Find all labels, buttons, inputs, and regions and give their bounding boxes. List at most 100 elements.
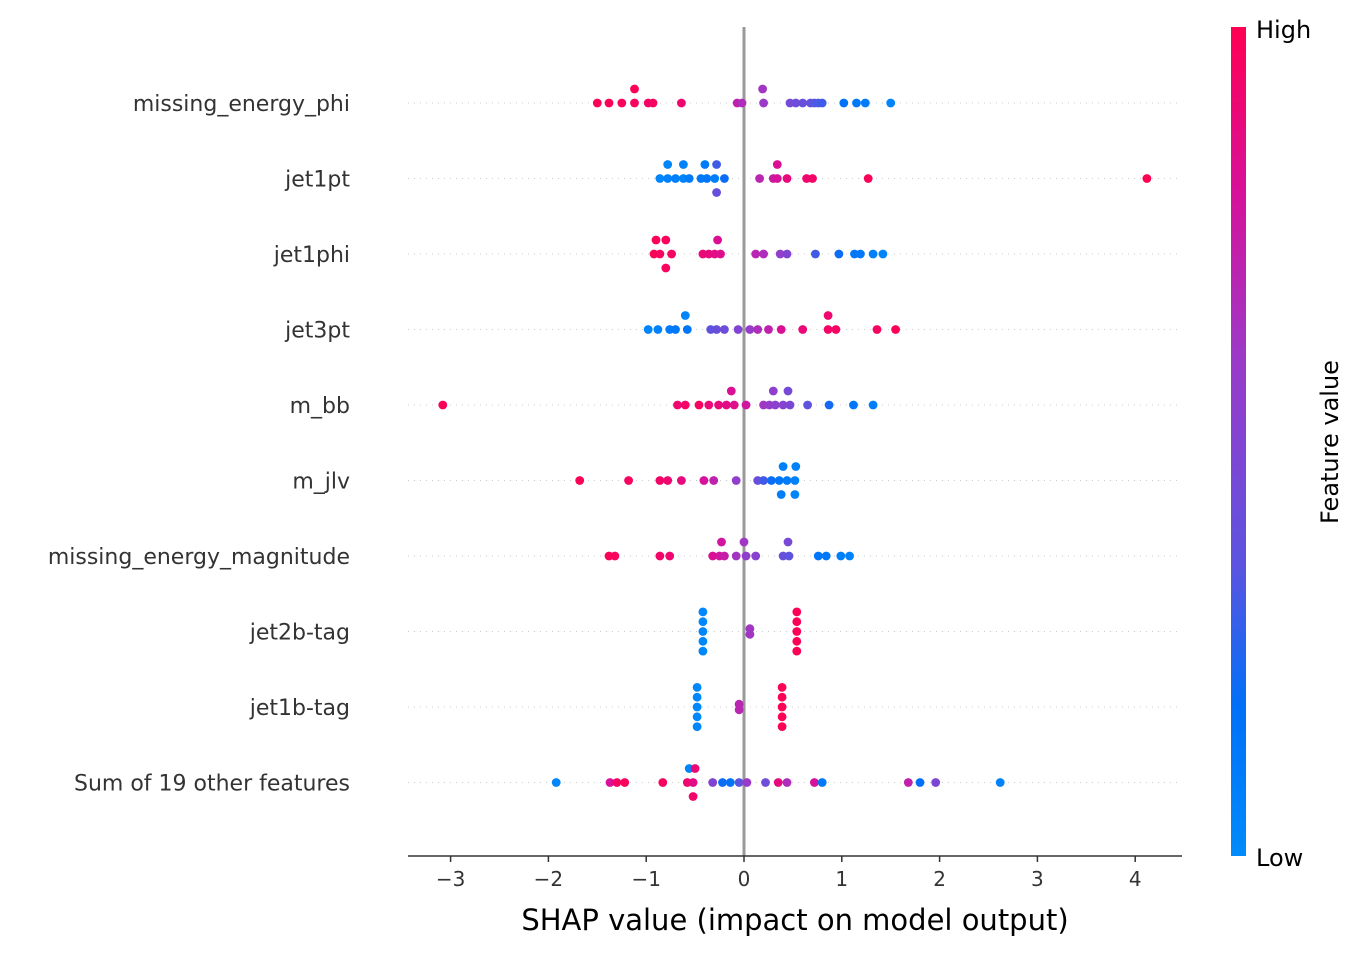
x-tick-label: 0 bbox=[738, 867, 751, 891]
shap-point bbox=[709, 476, 719, 485]
shap-point bbox=[782, 778, 792, 787]
x-tick-label: 1 bbox=[835, 867, 848, 891]
shap-point bbox=[712, 160, 721, 169]
shap-point bbox=[734, 778, 744, 787]
shap-point bbox=[836, 551, 846, 561]
shap-point bbox=[692, 702, 702, 712]
shap-point bbox=[767, 476, 776, 485]
shap-point bbox=[772, 160, 782, 169]
shap-point bbox=[792, 617, 802, 627]
shap-point bbox=[731, 476, 741, 485]
x-tick-label: −2 bbox=[534, 867, 563, 891]
feature-label: jet1b-tag bbox=[249, 696, 350, 721]
shap-point bbox=[784, 551, 794, 561]
shap-point bbox=[792, 646, 802, 656]
shap-point bbox=[792, 627, 802, 636]
x-tick-label: −3 bbox=[436, 867, 465, 891]
shap-point bbox=[768, 386, 778, 396]
shap-point bbox=[777, 692, 787, 702]
shap-point bbox=[575, 476, 585, 485]
row-gridlines bbox=[408, 102, 1182, 783]
shap-point bbox=[782, 249, 792, 259]
shap-point bbox=[737, 98, 747, 108]
shap-point bbox=[798, 98, 808, 108]
shap-point bbox=[831, 325, 841, 334]
shap-point bbox=[915, 778, 925, 787]
shap-point bbox=[783, 386, 793, 396]
shap-point bbox=[655, 174, 665, 183]
shap-point bbox=[605, 778, 615, 787]
shap-point bbox=[643, 325, 653, 334]
shap-point bbox=[688, 778, 698, 787]
shap-point bbox=[753, 325, 763, 334]
shap-point bbox=[663, 476, 673, 485]
x-tick-label: −1 bbox=[631, 867, 660, 891]
shap-point bbox=[1142, 174, 1152, 183]
shap-point bbox=[679, 160, 688, 169]
shap-point bbox=[663, 174, 673, 183]
shap-point bbox=[751, 249, 761, 259]
shap-point bbox=[698, 627, 708, 636]
shap-point bbox=[661, 235, 671, 245]
shap-point bbox=[868, 400, 878, 410]
colorbar-gradient bbox=[1231, 27, 1246, 856]
shap-point bbox=[729, 400, 739, 410]
shap-point bbox=[698, 646, 708, 656]
shap-point bbox=[733, 325, 743, 334]
shap-point bbox=[677, 476, 686, 485]
shap-point bbox=[995, 778, 1005, 787]
shap-point bbox=[648, 98, 658, 108]
shap-point bbox=[759, 476, 768, 485]
shap-point bbox=[677, 98, 686, 108]
shap-point bbox=[741, 551, 751, 561]
shap-point bbox=[655, 476, 665, 485]
shap-point bbox=[783, 537, 793, 547]
shap-point bbox=[720, 551, 729, 561]
shap-point bbox=[772, 174, 782, 183]
shap-point bbox=[713, 235, 722, 245]
shap-point bbox=[694, 400, 704, 410]
shap-point bbox=[775, 249, 785, 259]
shap-point bbox=[878, 249, 888, 259]
shap-point bbox=[682, 325, 692, 334]
shap-point bbox=[663, 160, 673, 169]
shap-point bbox=[860, 98, 870, 108]
shap-point bbox=[790, 490, 800, 499]
shap-point bbox=[856, 249, 865, 259]
shap-point bbox=[761, 778, 770, 787]
shap-point bbox=[759, 249, 768, 259]
shap-point bbox=[610, 551, 620, 561]
shap-point bbox=[764, 325, 773, 334]
shap-point bbox=[551, 778, 561, 787]
shap-point bbox=[755, 174, 764, 183]
colorbar: High Low Feature value bbox=[1231, 16, 1344, 872]
shap-point bbox=[777, 702, 787, 712]
shap-point bbox=[903, 778, 913, 787]
shap-point bbox=[759, 98, 768, 108]
shap-point bbox=[792, 636, 802, 646]
shap-point bbox=[810, 778, 819, 787]
shap-point bbox=[712, 188, 721, 197]
shap-points bbox=[438, 84, 1152, 801]
shap-point bbox=[699, 476, 709, 485]
shap-point bbox=[708, 778, 718, 787]
x-axis-title: SHAP value (impact on model output) bbox=[521, 903, 1068, 937]
shap-point bbox=[690, 764, 700, 773]
feature-label: m_bb bbox=[290, 394, 350, 419]
shap-point bbox=[661, 263, 671, 273]
shap-point bbox=[834, 249, 844, 259]
shap-point bbox=[653, 325, 663, 334]
feature-label: m_jlv bbox=[292, 470, 350, 495]
shap-point bbox=[803, 400, 812, 410]
shap-point bbox=[710, 174, 720, 183]
shap-point bbox=[673, 400, 682, 410]
colorbar-high-label: High bbox=[1256, 16, 1311, 44]
shap-point bbox=[776, 490, 786, 499]
shap-point bbox=[720, 174, 729, 183]
shap-point bbox=[604, 98, 614, 108]
shap-point bbox=[617, 98, 627, 108]
shap-point bbox=[655, 249, 665, 259]
feature-label: missing_energy_phi bbox=[133, 92, 350, 117]
feature-labels: missing_energy_phi jet1pt jet1phi jet3pt m_b… bbox=[48, 92, 351, 797]
